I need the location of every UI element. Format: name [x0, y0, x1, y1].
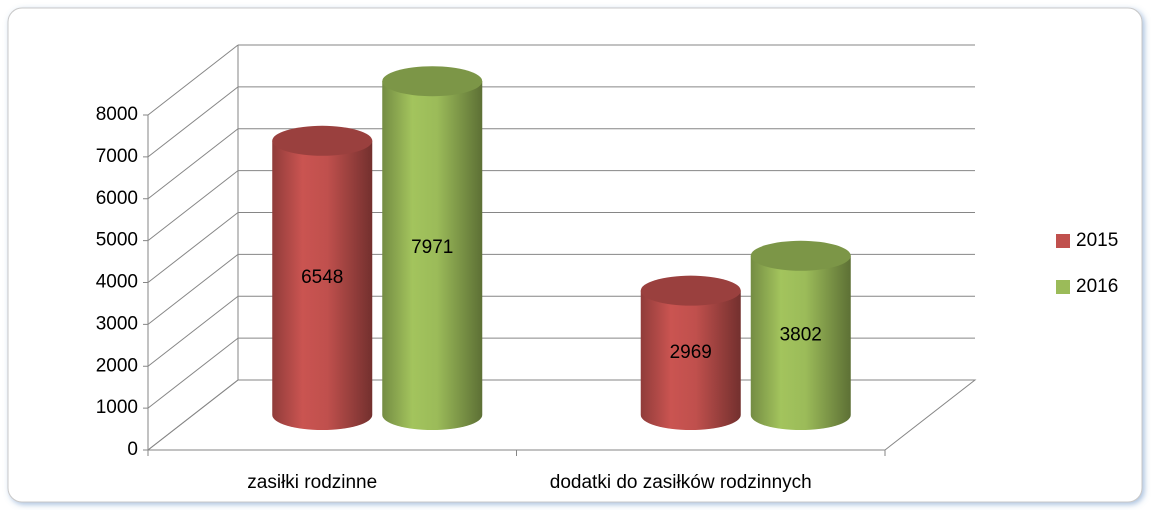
- data-label: 2969: [670, 342, 712, 363]
- grid-line: [147, 128, 239, 200]
- grid-line: [147, 295, 239, 367]
- y-tick-label: 4000: [96, 272, 138, 293]
- y-tick-label: 5000: [96, 230, 138, 251]
- y-tick-label: 3000: [96, 313, 138, 334]
- cylinder-top: [272, 125, 373, 156]
- cylinder-body: [750, 255, 851, 431]
- data-label: 3802: [780, 324, 822, 345]
- cylinder-top: [640, 275, 741, 306]
- cylinder-body: [382, 81, 483, 430]
- cylinder-top: [750, 240, 851, 271]
- grid-line: [147, 379, 239, 451]
- cylinder-body: [640, 290, 741, 431]
- cylinder-top: [382, 66, 483, 97]
- y-tick-label: 7000: [96, 146, 138, 167]
- grid-line: [147, 337, 239, 409]
- legend-label: 2016: [1076, 276, 1118, 297]
- grid-line: [147, 253, 239, 325]
- data-label: 6548: [301, 267, 343, 288]
- y-tick-label: 8000: [96, 104, 138, 125]
- grid-line: [147, 170, 239, 242]
- data-label: 7971: [411, 237, 453, 258]
- y-tick-label: 1000: [96, 397, 138, 418]
- y-tick-label: 0: [127, 439, 138, 460]
- legend-label: 2015: [1076, 230, 1118, 251]
- grid-line: [147, 212, 239, 283]
- grid-line: [147, 86, 239, 158]
- x-tick-label: dodatki do zasiłków rodzinnych: [550, 472, 812, 493]
- x-tick-label: zasiłki rodzinne: [247, 472, 377, 493]
- chart-frame: [7, 7, 1143, 503]
- grid-line: [147, 44, 239, 116]
- y-tick-label: 2000: [96, 355, 138, 376]
- cylinder-body: [272, 140, 373, 431]
- y-tick-label: 6000: [96, 188, 138, 209]
- legend-swatch: [1056, 280, 1070, 294]
- legend-swatch: [1056, 234, 1070, 248]
